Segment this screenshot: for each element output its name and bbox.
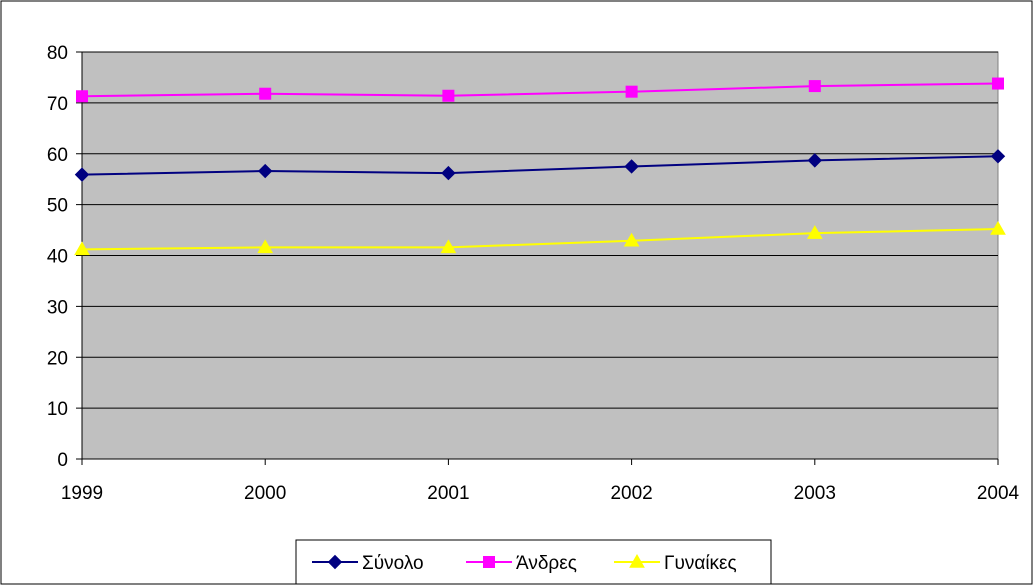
y-tick-label: 0 bbox=[57, 450, 68, 471]
data-point bbox=[259, 87, 272, 100]
axes bbox=[76, 51, 999, 465]
y-tick-labels: 0 10 20 30 40 50 60 70 80 bbox=[47, 43, 68, 471]
legend-item-1: Άνδρες bbox=[466, 553, 577, 574]
legend-swatch-marker bbox=[629, 553, 645, 568]
data-point bbox=[808, 80, 821, 93]
series-2 bbox=[74, 221, 1006, 256]
data-point bbox=[257, 239, 274, 254]
legend-swatch-marker bbox=[327, 554, 343, 570]
legend: Σύνολο Άνδρες Γυναίκες bbox=[295, 539, 772, 585]
x-tick-label: 2003 bbox=[794, 483, 836, 504]
data-point bbox=[625, 85, 638, 98]
series-line bbox=[81, 155, 999, 176]
series-0 bbox=[74, 149, 1006, 182]
x-tick-labels: 1999 2000 2001 2002 2003 2004 bbox=[61, 483, 1020, 504]
y-tick-label: 10 bbox=[47, 399, 68, 420]
y-tick-label: 60 bbox=[47, 145, 68, 166]
legend-item-0: Σύνολο bbox=[312, 553, 424, 574]
data-point bbox=[990, 221, 1006, 235]
x-tick-label: 2001 bbox=[427, 483, 469, 504]
data-point bbox=[624, 159, 639, 174]
x-tick-label: 2002 bbox=[610, 483, 652, 504]
gridlines bbox=[82, 51, 998, 409]
legend-label: Σύνολο bbox=[362, 553, 424, 574]
legend-box bbox=[295, 539, 772, 585]
legend-swatch-marker bbox=[483, 556, 495, 568]
x-tick-label: 2000 bbox=[244, 483, 286, 504]
data-point bbox=[441, 165, 456, 181]
data-point bbox=[74, 167, 90, 182]
x-tick-label: 2004 bbox=[977, 483, 1020, 504]
legend-label: Γυναίκες bbox=[664, 553, 737, 574]
data-point bbox=[992, 77, 1004, 90]
data-point bbox=[806, 225, 823, 239]
data-point bbox=[76, 90, 88, 103]
y-tick-label: 30 bbox=[47, 297, 68, 318]
series-line bbox=[81, 228, 999, 251]
y-tick-label: 70 bbox=[47, 94, 68, 115]
legend-items: Σύνολο Άνδρες Γυναίκες bbox=[312, 553, 737, 574]
y-tick-label: 80 bbox=[47, 43, 68, 64]
x-tick-label: 1999 bbox=[61, 483, 103, 504]
data-point bbox=[74, 241, 90, 256]
series bbox=[74, 77, 1006, 256]
data-point bbox=[623, 232, 640, 247]
y-tick-label: 40 bbox=[47, 247, 68, 268]
data-point bbox=[442, 89, 455, 102]
data-point bbox=[807, 153, 823, 168]
data-point bbox=[990, 149, 1006, 164]
legend-label: Άνδρες bbox=[516, 553, 577, 574]
series-line bbox=[81, 82, 999, 98]
series-1 bbox=[76, 77, 1004, 103]
legend-item-2: Γυναίκες bbox=[614, 553, 737, 574]
y-tick-label: 20 bbox=[47, 348, 68, 369]
data-point bbox=[440, 239, 457, 254]
y-tick-label: 50 bbox=[47, 196, 68, 217]
data-point bbox=[257, 163, 273, 179]
